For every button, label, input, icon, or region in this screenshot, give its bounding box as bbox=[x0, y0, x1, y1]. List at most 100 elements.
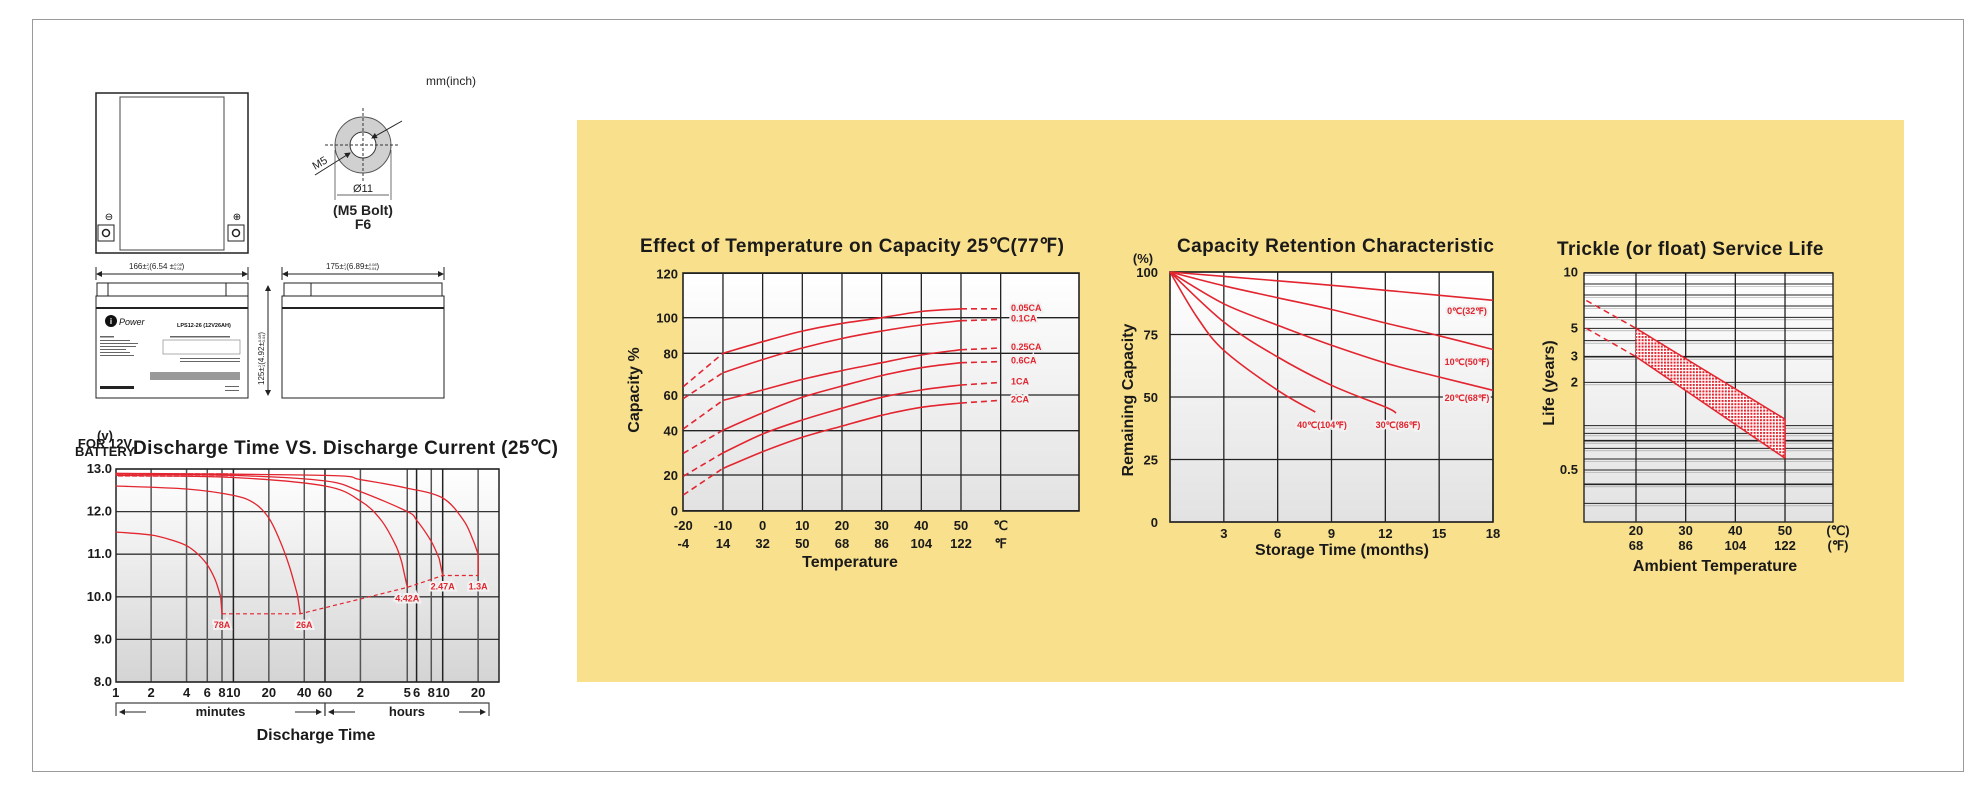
series-line-2.47A bbox=[115, 473, 444, 576]
chart-title: Capacity Retention Characteristic bbox=[1177, 236, 1494, 257]
series-label: 0.25CA bbox=[1011, 342, 1042, 352]
series-line-26A bbox=[115, 485, 301, 614]
x-tick-label: 4 bbox=[183, 685, 191, 700]
x-tick-label: 1 bbox=[112, 685, 119, 700]
x-tick-label: 10 bbox=[435, 685, 449, 700]
y-tick-label: 9.0 bbox=[94, 631, 112, 646]
x-tick-label-fahrenheit: 122 bbox=[1774, 538, 1796, 553]
y-tick-label: 5 bbox=[1571, 320, 1578, 335]
plot-border bbox=[1169, 271, 1494, 523]
x-tick-label-celsius: 30 bbox=[1678, 523, 1692, 538]
y-tick-label: 100 bbox=[656, 311, 678, 326]
x-tick-label: 20 bbox=[262, 685, 276, 700]
chart-title: Effect of Temperature on Capacity 25℃(77… bbox=[640, 236, 1064, 257]
y-tick-label: 8.0 bbox=[94, 674, 112, 689]
x-tick-label-fahrenheit: 86 bbox=[1678, 538, 1692, 553]
x-group-label: minutes bbox=[196, 704, 246, 719]
brand-logo-icon bbox=[105, 315, 117, 327]
series-line bbox=[1169, 271, 1316, 413]
x-tick-label-celsius: 20 bbox=[835, 518, 849, 533]
y-axis-title: Life (years) bbox=[1541, 340, 1558, 425]
x-tick-label-fahrenheit: 104 bbox=[910, 536, 932, 551]
x-tick-label: 6 bbox=[1274, 526, 1281, 541]
unit-fahrenheit: (℉) bbox=[1827, 538, 1848, 553]
series-extrapolation bbox=[960, 360, 1001, 364]
series-line-78A bbox=[115, 531, 223, 614]
series-line bbox=[1169, 271, 1494, 302]
series-extrapolation bbox=[682, 352, 724, 388]
x-tick-label: 8 bbox=[428, 685, 435, 700]
x-tick-label: 2 bbox=[148, 685, 155, 700]
x-tick-label-fahrenheit: 32 bbox=[755, 536, 769, 551]
units-note: mm(inch) bbox=[426, 74, 476, 88]
x-tick-label-fahrenheit: -4 bbox=[678, 536, 690, 551]
y-unit-label: (%) bbox=[1133, 251, 1153, 266]
y-axis-title: Capacity % bbox=[626, 347, 643, 432]
x-tick-label: 40 bbox=[297, 685, 311, 700]
model-label: LPS12-26 (12V26AH) bbox=[177, 323, 231, 329]
x-tick-label-fahrenheit: 122 bbox=[950, 536, 972, 551]
series-line bbox=[1169, 271, 1494, 392]
y-tick-label: 10 bbox=[1564, 265, 1578, 280]
x-tick-label: 60 bbox=[318, 685, 332, 700]
terminal-bolt-icon bbox=[231, 228, 241, 238]
plot-border bbox=[682, 272, 1080, 512]
terminal-detail: M5 Ø11 (M5 Bolt) F6 bbox=[311, 108, 403, 232]
x-tick-label-fahrenheit: 68 bbox=[835, 536, 849, 551]
x-tick-label-celsius: 40 bbox=[914, 518, 928, 533]
y-tick-label: 12.0 bbox=[87, 504, 112, 519]
y-tick-label: 25 bbox=[1144, 453, 1158, 468]
x-tick-label-celsius: 40 bbox=[1728, 523, 1742, 538]
unit-celsius: (℃) bbox=[1826, 523, 1849, 538]
series-extrapolation bbox=[682, 467, 724, 496]
x-tick-label-celsius: 50 bbox=[954, 518, 968, 533]
x-tick-label: 6 bbox=[413, 685, 420, 700]
series-line bbox=[1169, 271, 1494, 351]
series-label: 2CA bbox=[1011, 394, 1030, 404]
series-extrapolation bbox=[682, 452, 724, 477]
series-label: 20℃(68℉) bbox=[1445, 393, 1490, 403]
series-label: 10℃(50℉) bbox=[1445, 357, 1490, 367]
series-label: 26A bbox=[296, 620, 313, 630]
y-tick-label: 120 bbox=[656, 266, 678, 281]
y-tick-label: 50 bbox=[1144, 390, 1158, 405]
series-extrapolation bbox=[682, 429, 724, 454]
x-tick-label-celsius: -20 bbox=[674, 518, 693, 533]
length-dimension: 175±2 1(6.89±0.08 0.04) bbox=[281, 262, 445, 280]
capacity-retention-chart: 100 75 50 25 0 3 6 9 12 15 18 (%) Capacity Retention… bbox=[1120, 236, 1500, 559]
y-axis-title: Remaining Capacity bbox=[1120, 323, 1137, 476]
x-tick-label-celsius: 0 bbox=[759, 518, 766, 533]
y-tick-label: 2 bbox=[1571, 374, 1578, 389]
series-extrapolation bbox=[960, 318, 1001, 322]
bolt-label: (M5 Bolt) bbox=[333, 202, 393, 218]
y-unit-label: FOR 12V bbox=[78, 436, 133, 451]
x-axis-title: Storage Time (months) bbox=[1255, 542, 1429, 559]
battery-drawings: mm(inch) ⊖ ⊕ M5 Ø11 (M5 Bolt) F6 bbox=[95, 74, 476, 399]
series-line-1CA bbox=[722, 384, 962, 454]
thread-label: M5 bbox=[311, 155, 330, 173]
service-life-band bbox=[1636, 328, 1786, 459]
unit-celsius: ℃ bbox=[993, 518, 1008, 533]
x-axis-title: Discharge Time bbox=[257, 727, 376, 744]
chart-title: Discharge Time VS. Discharge Current (25… bbox=[133, 438, 558, 459]
terminal-type-label: F6 bbox=[355, 216, 372, 232]
y-tick-label: 20 bbox=[664, 468, 678, 483]
x-tick-label-fahrenheit: 68 bbox=[1629, 538, 1643, 553]
x-tick-label: 9 bbox=[1328, 526, 1335, 541]
cutoff-voltage-line bbox=[222, 574, 479, 615]
x-group-bracket bbox=[324, 702, 490, 716]
x-tick-label-fahrenheit: 104 bbox=[1724, 538, 1746, 553]
series-extrapolation bbox=[960, 399, 1001, 404]
y-unit-label: BATTERY bbox=[75, 444, 135, 459]
band-lower-line bbox=[1635, 356, 1786, 459]
label-fine-print bbox=[100, 336, 241, 391]
y-tick-label: 13.0 bbox=[87, 461, 112, 476]
series-line-1.3A bbox=[115, 472, 479, 576]
series-label: 78A bbox=[214, 620, 231, 630]
x-tick-label: 20 bbox=[471, 685, 485, 700]
svg-text:166±21(6.54 ±0.080.04): 166±2 1(6.54 ±0.08 0.04) bbox=[129, 262, 185, 271]
y-tick-label: 0.5 bbox=[1560, 462, 1578, 477]
unit-fahrenheit: ℉ bbox=[994, 536, 1006, 551]
